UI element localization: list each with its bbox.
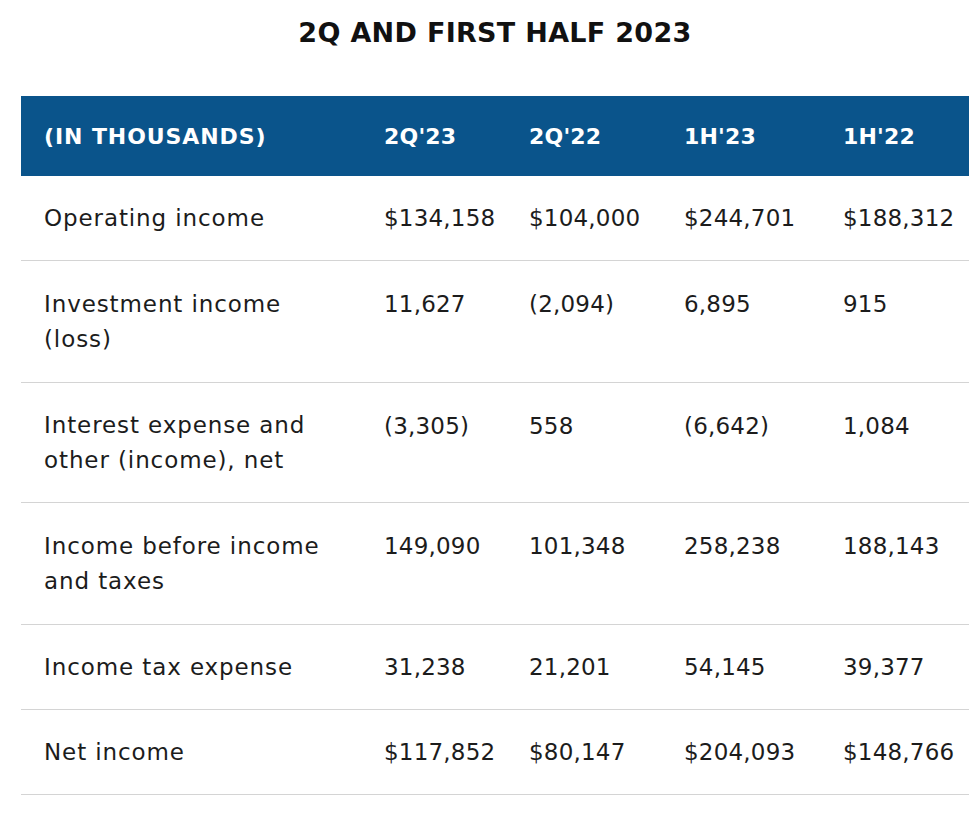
row-label: Net income xyxy=(21,735,384,770)
header-1h23: 1H'23 xyxy=(684,124,843,149)
cell-value: 11,627 xyxy=(384,287,529,322)
cell-value: 558 xyxy=(529,409,684,444)
header-in-thousands: (IN THOUSANDS) xyxy=(21,119,384,154)
row-label: Interest expense and other (income), net xyxy=(21,408,384,478)
cell-value: 39,377 xyxy=(843,654,969,680)
cell-value: $204,093 xyxy=(684,739,843,765)
cell-value: 915 xyxy=(843,287,969,322)
cell-value: 31,238 xyxy=(384,654,529,680)
cell-value: $104,000 xyxy=(529,205,684,231)
financial-table: (IN THOUSANDS) 2Q'23 2Q'22 1H'23 1H'22 O… xyxy=(21,96,969,795)
cell-value: 1,084 xyxy=(843,409,969,444)
row-label: Investment income (loss) xyxy=(21,287,384,357)
cell-value: $80,147 xyxy=(529,739,684,765)
cell-value: (2,094) xyxy=(529,287,684,322)
cell-value: $134,158 xyxy=(384,205,529,231)
header-2q23: 2Q'23 xyxy=(384,124,529,149)
cell-value: (3,305) xyxy=(384,409,529,444)
cell-value: 101,348 xyxy=(529,529,684,564)
cell-value: $148,766 xyxy=(843,739,969,765)
cell-value: 21,201 xyxy=(529,654,684,680)
row-label: Income before income and taxes xyxy=(21,529,384,599)
table-header-row: (IN THOUSANDS) 2Q'23 2Q'22 1H'23 1H'22 xyxy=(21,96,969,176)
table-row: Net income $117,852 $80,147 $204,093 $14… xyxy=(21,710,969,795)
table-row: Investment income (loss) 11,627 (2,094) … xyxy=(21,261,969,383)
cell-value: 6,895 xyxy=(684,287,843,322)
table-row: Interest expense and other (income), net… xyxy=(21,383,969,503)
cell-value: $244,701 xyxy=(684,205,843,231)
table-row: Operating income $134,158 $104,000 $244,… xyxy=(21,176,969,261)
cell-value: 188,143 xyxy=(843,529,969,564)
cell-value: $117,852 xyxy=(384,739,529,765)
row-label: Income tax expense xyxy=(21,650,384,685)
cell-value: 149,090 xyxy=(384,529,529,564)
cell-value: 54,145 xyxy=(684,654,843,680)
table-row: Income tax expense 31,238 21,201 54,145 … xyxy=(21,625,969,710)
table-row: Income before income and taxes 149,090 1… xyxy=(21,503,969,625)
cell-value: $188,312 xyxy=(843,205,969,231)
header-2q22: 2Q'22 xyxy=(529,124,684,149)
cell-value: (6,642) xyxy=(684,409,843,444)
row-label: Operating income xyxy=(21,201,384,236)
cell-value: 258,238 xyxy=(684,529,843,564)
header-1h22: 1H'22 xyxy=(843,124,969,149)
page-title: 2Q AND FIRST HALF 2023 xyxy=(21,17,969,48)
